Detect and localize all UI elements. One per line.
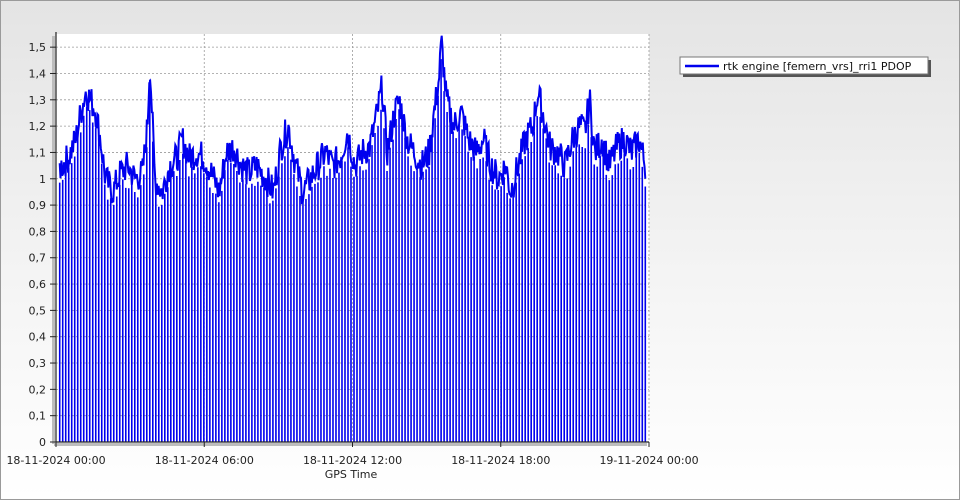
y-tick-label: 1,5	[29, 41, 47, 54]
x-tick-label: 18-11-2024 00:00	[6, 454, 105, 467]
y-tick-label: 1,1	[29, 146, 47, 159]
y-tick-label: 1,2	[29, 120, 47, 133]
x-tick-labels: 18-11-2024 00:00 18-11-2024 06:00 18-11-20…	[6, 442, 699, 467]
y-tick-label: 0,5	[29, 304, 47, 317]
y-tick-label: 0,7	[29, 252, 47, 265]
grid-lines	[55, 34, 650, 442]
y-tick-label: 1,4	[29, 67, 47, 80]
x-tick-label: 18-11-2024 06:00	[155, 454, 254, 467]
y-tick-label: 0,6	[29, 278, 47, 291]
y-tick-label: 0,2	[29, 383, 47, 396]
series-line	[58, 35, 647, 205]
x-tick-label: 19-11-2024 00:00	[599, 454, 698, 467]
y-tick-label: 0	[39, 436, 46, 449]
x-tick-label: 18-11-2024 12:00	[303, 454, 402, 467]
y-tick-label: 0,9	[29, 199, 47, 212]
x-axis-shade	[54, 443, 647, 446]
x-tick-label: 18-11-2024 18:00	[451, 454, 550, 467]
legend-label: rtk engine [femern_vrs]_rri1 PDOP	[723, 60, 912, 73]
y-tick-label: 1,3	[29, 94, 47, 107]
y-tick-labels: 0 0,1 0,2 0,3 0,4 0,5 0,6 0,7 0,8 0,9 1 1,1 1,2 1,3 1,…	[29, 41, 56, 449]
legend: rtk engine [femern_vrs]_rri1 PDOP	[679, 56, 931, 77]
y-tick-label: 0,8	[29, 225, 47, 238]
y-tick-label: 0,3	[29, 357, 47, 370]
y-tick-label: 0,1	[29, 410, 47, 423]
y-tick-label: 0,4	[29, 331, 47, 344]
data-bars	[58, 59, 647, 442]
y-axis-shade	[52, 36, 55, 444]
legend-box	[679, 56, 929, 75]
x-axis-title: GPS Time	[325, 468, 378, 481]
y-tick-label: 1	[39, 173, 46, 186]
